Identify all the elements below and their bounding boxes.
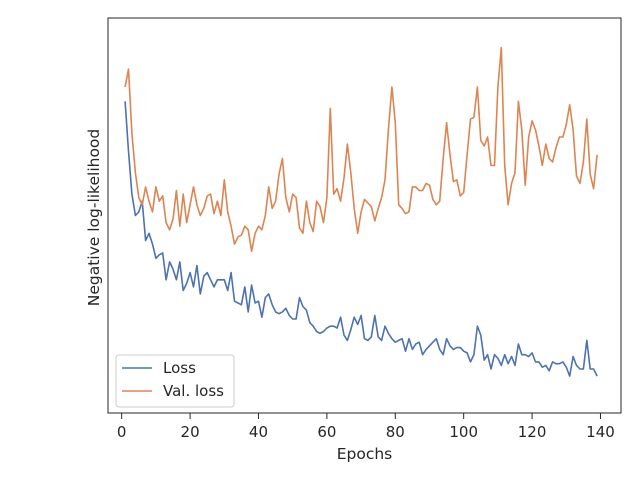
legend: Loss Val. loss — [115, 354, 235, 408]
x-tick-label: 100 — [449, 423, 478, 441]
series-layer — [124, 46, 598, 377]
x-axis-label: Epochs — [337, 445, 393, 463]
x-tick-label: 60 — [317, 423, 336, 441]
series-line-val-loss — [124, 46, 598, 252]
x-tick-label: 80 — [386, 423, 405, 441]
x-tick-label: 120 — [518, 423, 547, 441]
x-tick-label: 0 — [117, 423, 127, 441]
y-axis-label: Negative log-likelihood — [85, 129, 103, 307]
x-tick-label: 40 — [249, 423, 268, 441]
x-tick-label: 140 — [586, 423, 615, 441]
plot-area — [107, 17, 622, 414]
series-line-loss — [124, 101, 598, 377]
legend-label-val-loss: Val. loss — [163, 382, 224, 400]
x-tick-label: 20 — [181, 423, 200, 441]
legend-label-loss: Loss — [163, 359, 196, 377]
x-axis-ticks: 0 20 40 60 80 100 120 140 — [117, 413, 615, 441]
